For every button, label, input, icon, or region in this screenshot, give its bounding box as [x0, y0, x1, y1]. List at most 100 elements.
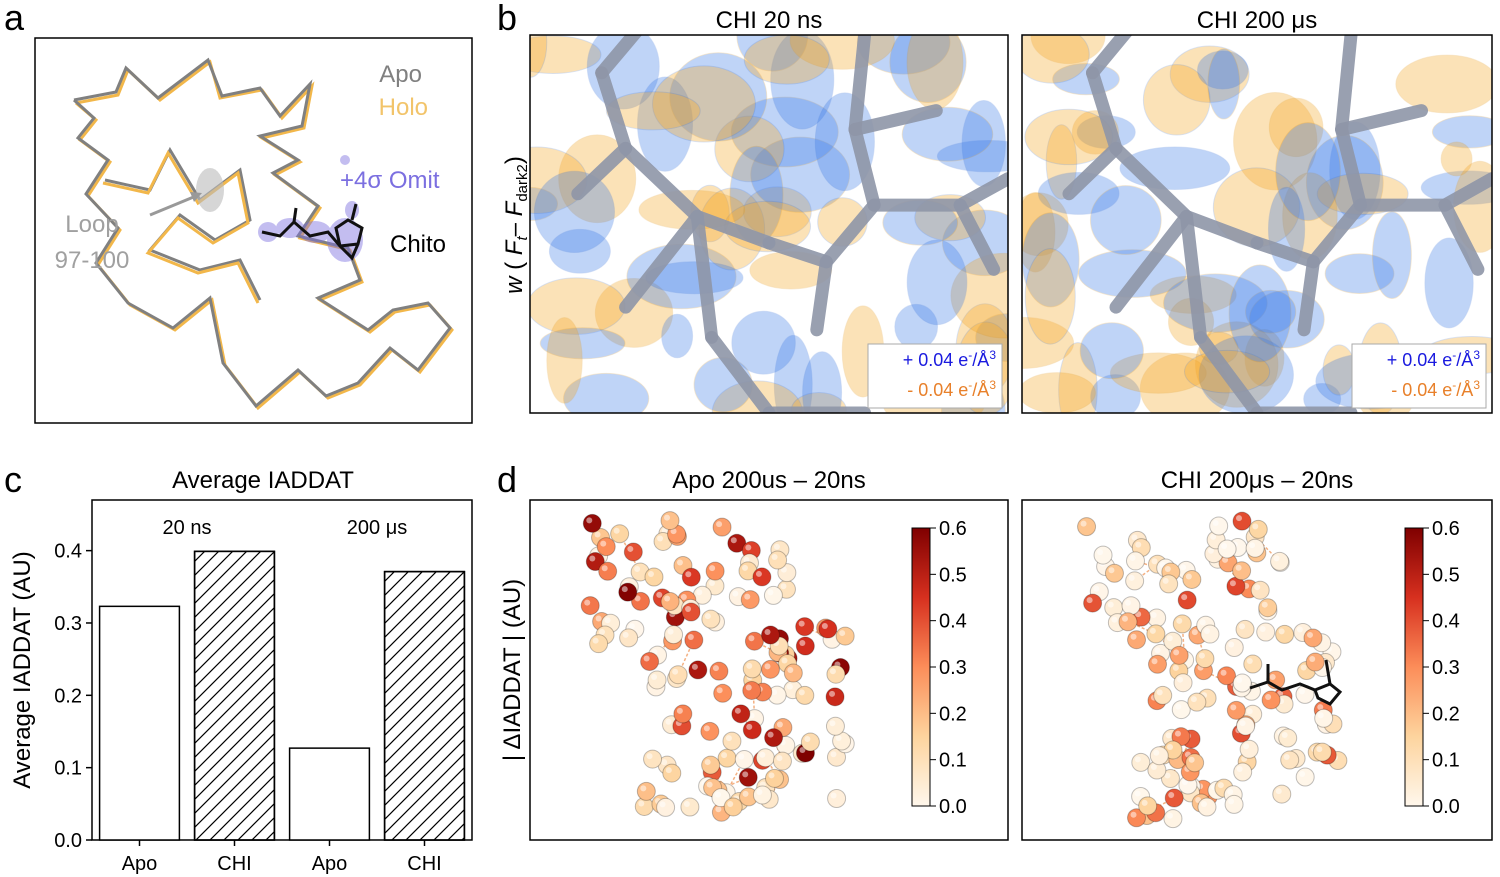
sphere-highlight	[1191, 629, 1198, 636]
sphere-highlight	[716, 521, 723, 528]
sphere-highlight	[634, 595, 641, 602]
plot-frame	[91, 499, 473, 841]
residue-sphere	[763, 585, 783, 605]
stick	[848, 35, 872, 136]
colorbar-tick-label: 0.5	[1432, 564, 1460, 586]
map-title: CHI 200 μs	[1197, 7, 1318, 34]
density-blob	[539, 327, 626, 360]
colorbar-tick-label: 0.2	[1432, 703, 1460, 725]
ligand	[350, 203, 358, 221]
residue-sphere	[1272, 784, 1292, 804]
residue-sphere	[1197, 797, 1217, 817]
residue-sphere	[734, 750, 754, 770]
sphere-highlight	[584, 599, 591, 606]
sphere-highlight	[1121, 615, 1128, 622]
residue-sphere	[1200, 624, 1220, 644]
density-blob	[1022, 192, 1069, 257]
density-blob	[770, 35, 835, 130]
ligand	[1324, 659, 1332, 685]
residue-sphere	[1146, 624, 1166, 644]
residue-sphere	[623, 542, 643, 562]
y-axis-label: Average IADDAT (AU)	[9, 551, 36, 788]
map-title: CHI 200μs – 20ns	[1161, 467, 1354, 494]
stick	[1438, 172, 1492, 212]
density-blob	[546, 317, 583, 404]
stick	[705, 330, 776, 413]
sphere-highlight	[599, 628, 606, 635]
density-blob	[1030, 35, 1106, 65]
stick	[1109, 209, 1193, 314]
sphere-highlight	[1269, 673, 1276, 680]
residue-sphere	[1077, 517, 1097, 537]
sphere-highlight	[1220, 669, 1227, 676]
loop-label: 97-100	[55, 247, 130, 274]
colorbar-tick-label: 0.4	[1432, 611, 1460, 633]
legend-part: 3	[989, 348, 996, 362]
label-part: w	[501, 275, 528, 294]
sphere-highlight	[664, 595, 671, 602]
sphere-highlight	[594, 531, 601, 538]
sphere-highlight	[773, 543, 780, 550]
residue-sphere	[596, 537, 616, 557]
sphere-map	[1077, 511, 1348, 829]
sphere-highlight	[1275, 788, 1282, 795]
sphere-highlight	[1239, 720, 1246, 727]
y-tick-label: 0.0	[54, 830, 82, 852]
sphere-highlight	[716, 687, 723, 694]
colorbar-tick-label: 0.1	[939, 750, 967, 772]
residue-sphere	[681, 602, 701, 622]
residue-sphere	[1248, 519, 1268, 539]
x-tick-label: CHI	[217, 853, 251, 875]
y-axis-label: w ( Ft– Fdark2)	[501, 156, 531, 294]
y-tick-label: 0.4	[54, 541, 82, 563]
residue-sphere	[1245, 538, 1265, 558]
sphere-highlight	[1129, 554, 1136, 561]
density-blob	[1024, 248, 1076, 345]
sphere-highlight	[643, 655, 650, 662]
stick	[1194, 330, 1264, 413]
sphere-highlight	[640, 785, 647, 792]
stick	[1180, 209, 1264, 250]
bar-hatch	[383, 570, 466, 841]
sphere-highlight	[712, 665, 719, 672]
sphere-highlight	[1228, 798, 1235, 805]
y-tick-label: 0.2	[54, 685, 82, 707]
sphere-highlight	[776, 755, 783, 762]
residue-sphere	[1305, 652, 1325, 672]
density-blob	[637, 76, 693, 172]
residue-sphere	[1278, 728, 1298, 748]
legend-part: -	[968, 378, 972, 392]
sphere-highlight	[1283, 754, 1290, 761]
sphere-highlight	[651, 673, 658, 680]
residue-sphere	[610, 524, 630, 544]
ligand	[292, 207, 298, 223]
holo-trace	[102, 149, 260, 304]
sphere-highlight	[742, 771, 749, 778]
residue-sphere	[1224, 794, 1244, 814]
residue-sphere	[1256, 622, 1276, 642]
density-blob	[1324, 253, 1395, 294]
sphere-highlight	[767, 731, 774, 738]
density-legend: + 0.04 e-/Å3 - 0.04 e-/Å3	[1351, 343, 1487, 409]
sphere-highlight	[1317, 704, 1324, 711]
sphere-highlight	[1239, 623, 1246, 630]
sphere-highlight	[1243, 743, 1250, 750]
stick	[953, 198, 1001, 276]
density-blob	[1268, 97, 1324, 158]
sphere-highlight	[759, 751, 766, 758]
sphere-highlight	[601, 565, 608, 572]
sphere-highlight	[767, 589, 774, 596]
sphere-highlight	[665, 718, 672, 725]
stick	[619, 141, 704, 223]
ligand-label: Chito	[390, 231, 446, 258]
sphere-highlight	[1151, 658, 1158, 665]
stick	[595, 35, 643, 80]
residue-sphere	[660, 511, 680, 531]
residue-sphere	[1104, 563, 1124, 583]
residue-sphere	[1217, 539, 1237, 559]
sphere-highlight	[1173, 649, 1180, 656]
sphere-highlight	[604, 617, 611, 624]
sphere-highlight	[730, 537, 737, 544]
sphere-highlight	[680, 593, 687, 600]
